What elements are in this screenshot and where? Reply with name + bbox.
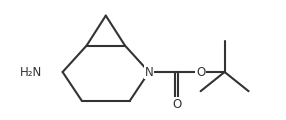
Text: O: O: [196, 66, 205, 78]
Text: O: O: [172, 98, 181, 111]
Text: N: N: [145, 66, 153, 78]
Text: H₂N: H₂N: [20, 66, 43, 78]
